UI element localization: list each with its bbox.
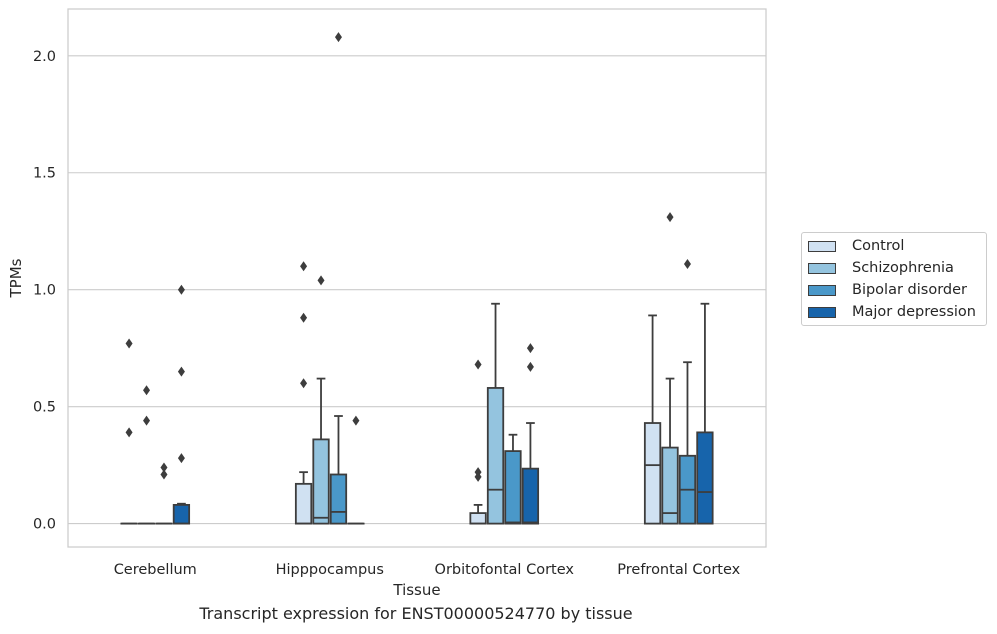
legend-label-bipolar-disorder: Bipolar disorder xyxy=(852,282,967,298)
legend-label-major-depression: Major depression xyxy=(852,304,976,320)
box-body xyxy=(643,422,662,525)
box-0-2 xyxy=(155,462,173,525)
box-1-1 xyxy=(312,275,330,525)
outlier-point xyxy=(300,312,308,323)
outlier-point xyxy=(177,453,185,464)
box-3-3 xyxy=(696,302,714,525)
y-tick-labels: 0.0 0.5 1.0 1.5 2.0 xyxy=(33,49,56,533)
box-body xyxy=(312,438,330,525)
box-body xyxy=(504,450,522,525)
gridlines xyxy=(68,55,766,525)
outlier-point xyxy=(160,469,168,480)
box-0-3 xyxy=(172,284,191,525)
box-1-2 xyxy=(329,32,348,525)
y-tick-label: 1.0 xyxy=(33,283,56,299)
box-1-3 xyxy=(347,415,365,525)
outlier-point xyxy=(474,467,482,478)
box-body xyxy=(329,473,348,525)
outlier-point xyxy=(160,462,168,473)
box-2-0 xyxy=(469,359,487,525)
y-axis-label: TPMs xyxy=(7,258,25,298)
legend-item-schizophrenia: Schizophrenia xyxy=(808,258,954,278)
outlier-point xyxy=(125,338,133,349)
outlier-point xyxy=(526,343,534,354)
box-3-0 xyxy=(643,314,662,525)
outlier-point xyxy=(300,378,308,389)
y-tick-label: 0.0 xyxy=(33,517,56,533)
box-0-1 xyxy=(137,385,156,525)
legend-swatch-major-depression xyxy=(808,306,836,318)
box-body xyxy=(661,446,679,525)
x-tick-label: Orbitofontal Cortex xyxy=(435,562,575,578)
boxes-group xyxy=(120,32,714,525)
legend-swatch-schizophrenia xyxy=(808,262,836,274)
y-tick-label: 2.0 xyxy=(33,49,56,65)
outlier-point xyxy=(683,258,691,269)
legend-item-major-depression: Major depression xyxy=(808,302,976,322)
box-2-3 xyxy=(521,343,540,525)
outlier-point xyxy=(177,284,185,295)
legend-label-control: Control xyxy=(852,238,905,254)
outlier-point xyxy=(317,275,325,286)
x-tick-label: Prefrontal Cortex xyxy=(617,562,740,578)
box-body xyxy=(696,431,714,525)
box-0-0 xyxy=(120,338,138,525)
legend-item-bipolar-disorder: Bipolar disorder xyxy=(808,280,967,300)
x-axis-label: Tissue xyxy=(392,581,440,599)
y-tick-label: 1.5 xyxy=(33,166,56,182)
legend-label-schizophrenia: Schizophrenia xyxy=(852,260,954,276)
box-body xyxy=(172,503,191,525)
x-tick-label: Cerebellum xyxy=(114,562,197,578)
x-tick-labels: Cerebellum Hipppocampus Orbitofontal Corte… xyxy=(114,562,741,578)
box-1-0 xyxy=(294,261,313,525)
box-3-1 xyxy=(661,212,679,525)
plot-frame xyxy=(67,8,767,548)
box-3-2 xyxy=(678,258,697,525)
legend: Control Schizophrenia Bipolar disorder M… xyxy=(801,232,987,326)
box-body xyxy=(521,467,540,525)
outlier-point xyxy=(526,361,534,372)
box-body xyxy=(469,512,487,525)
legend-swatch-bipolar-disorder xyxy=(808,284,836,296)
outlier-point xyxy=(474,359,482,370)
outlier-point xyxy=(177,366,185,377)
legend-swatch-control xyxy=(808,240,836,252)
box-2-1 xyxy=(486,302,505,525)
outlier-point xyxy=(334,32,342,43)
x-tick-label: Hipppocampus xyxy=(276,562,384,578)
chart-caption: Transcript expression for ENST0000052477… xyxy=(199,604,633,623)
outlier-point xyxy=(666,212,674,223)
y-tick-label: 0.5 xyxy=(33,400,56,416)
legend-item-control: Control xyxy=(808,236,904,256)
box-body xyxy=(486,387,505,525)
box-body xyxy=(294,482,313,525)
box-2-2 xyxy=(504,433,522,525)
outlier-point xyxy=(125,427,133,438)
outlier-point xyxy=(143,415,151,426)
outlier-point xyxy=(352,415,360,426)
outlier-point xyxy=(300,261,308,272)
outlier-point xyxy=(143,385,151,396)
